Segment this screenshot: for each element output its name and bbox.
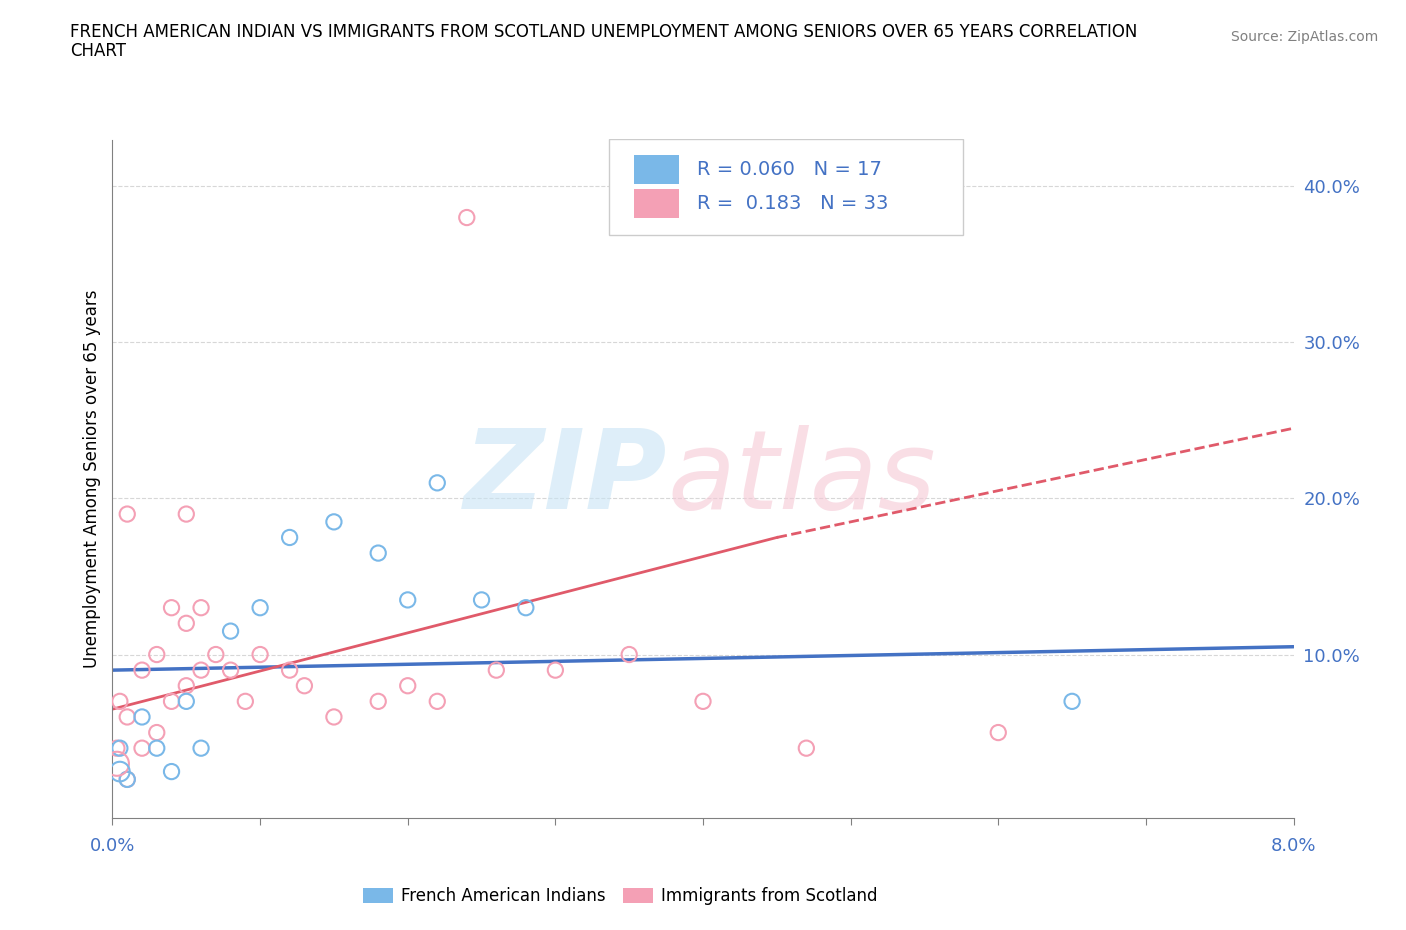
Text: 0.0%: 0.0% bbox=[90, 837, 135, 855]
Point bbox=[471, 592, 494, 607]
Text: Source: ZipAtlas.com: Source: ZipAtlas.com bbox=[1230, 30, 1378, 44]
Point bbox=[108, 740, 131, 755]
Point bbox=[190, 663, 212, 678]
Point bbox=[190, 600, 212, 615]
Point bbox=[160, 600, 183, 615]
Point bbox=[485, 663, 508, 678]
Point bbox=[108, 764, 131, 779]
Point bbox=[174, 678, 197, 693]
Point bbox=[619, 647, 641, 662]
Point bbox=[174, 694, 197, 709]
Point bbox=[117, 507, 138, 522]
Point bbox=[396, 678, 419, 693]
Text: FRENCH AMERICAN INDIAN VS IMMIGRANTS FROM SCOTLAND UNEMPLOYMENT AMONG SENIORS OV: FRENCH AMERICAN INDIAN VS IMMIGRANTS FRO… bbox=[70, 23, 1137, 41]
Point bbox=[249, 600, 271, 615]
Point bbox=[456, 210, 478, 225]
Point bbox=[146, 725, 169, 740]
Point bbox=[117, 772, 138, 787]
Y-axis label: Unemployment Among Seniors over 65 years: Unemployment Among Seniors over 65 years bbox=[83, 290, 101, 668]
Text: 8.0%: 8.0% bbox=[1271, 837, 1316, 855]
Point bbox=[515, 600, 537, 615]
Point bbox=[146, 647, 169, 662]
FancyBboxPatch shape bbox=[609, 140, 963, 234]
Point bbox=[249, 647, 271, 662]
Point bbox=[105, 740, 128, 755]
Text: R =  0.183   N = 33: R = 0.183 N = 33 bbox=[697, 193, 889, 213]
Point bbox=[174, 507, 197, 522]
Bar bbox=[634, 155, 679, 183]
Point bbox=[323, 514, 346, 529]
Text: R = 0.060   N = 17: R = 0.060 N = 17 bbox=[697, 160, 882, 179]
Point bbox=[117, 772, 138, 787]
Point bbox=[219, 663, 242, 678]
Point bbox=[233, 694, 256, 709]
Point bbox=[205, 647, 228, 662]
Point bbox=[278, 530, 301, 545]
Point bbox=[544, 663, 567, 678]
Point bbox=[396, 592, 419, 607]
Point bbox=[190, 740, 212, 755]
Point bbox=[160, 764, 183, 779]
Legend: French American Indians, Immigrants from Scotland: French American Indians, Immigrants from… bbox=[357, 881, 884, 912]
Point bbox=[105, 756, 128, 771]
Text: ZIP: ZIP bbox=[464, 425, 668, 533]
Point bbox=[292, 678, 315, 693]
Point bbox=[131, 740, 153, 755]
Point bbox=[108, 694, 131, 709]
Point bbox=[278, 663, 301, 678]
Point bbox=[131, 663, 153, 678]
Point bbox=[987, 725, 1010, 740]
Bar bbox=[634, 189, 679, 218]
Point bbox=[692, 694, 714, 709]
Point bbox=[219, 624, 242, 639]
Point bbox=[426, 694, 449, 709]
Text: CHART: CHART bbox=[70, 42, 127, 60]
Text: atlas: atlas bbox=[668, 425, 936, 533]
Point bbox=[367, 694, 389, 709]
Point bbox=[323, 710, 346, 724]
Point bbox=[146, 740, 169, 755]
Point bbox=[426, 475, 449, 490]
Point bbox=[117, 710, 138, 724]
Point bbox=[796, 740, 818, 755]
Point bbox=[1062, 694, 1084, 709]
Point bbox=[160, 694, 183, 709]
Point bbox=[174, 616, 197, 631]
Point bbox=[131, 710, 153, 724]
Point bbox=[367, 546, 389, 561]
